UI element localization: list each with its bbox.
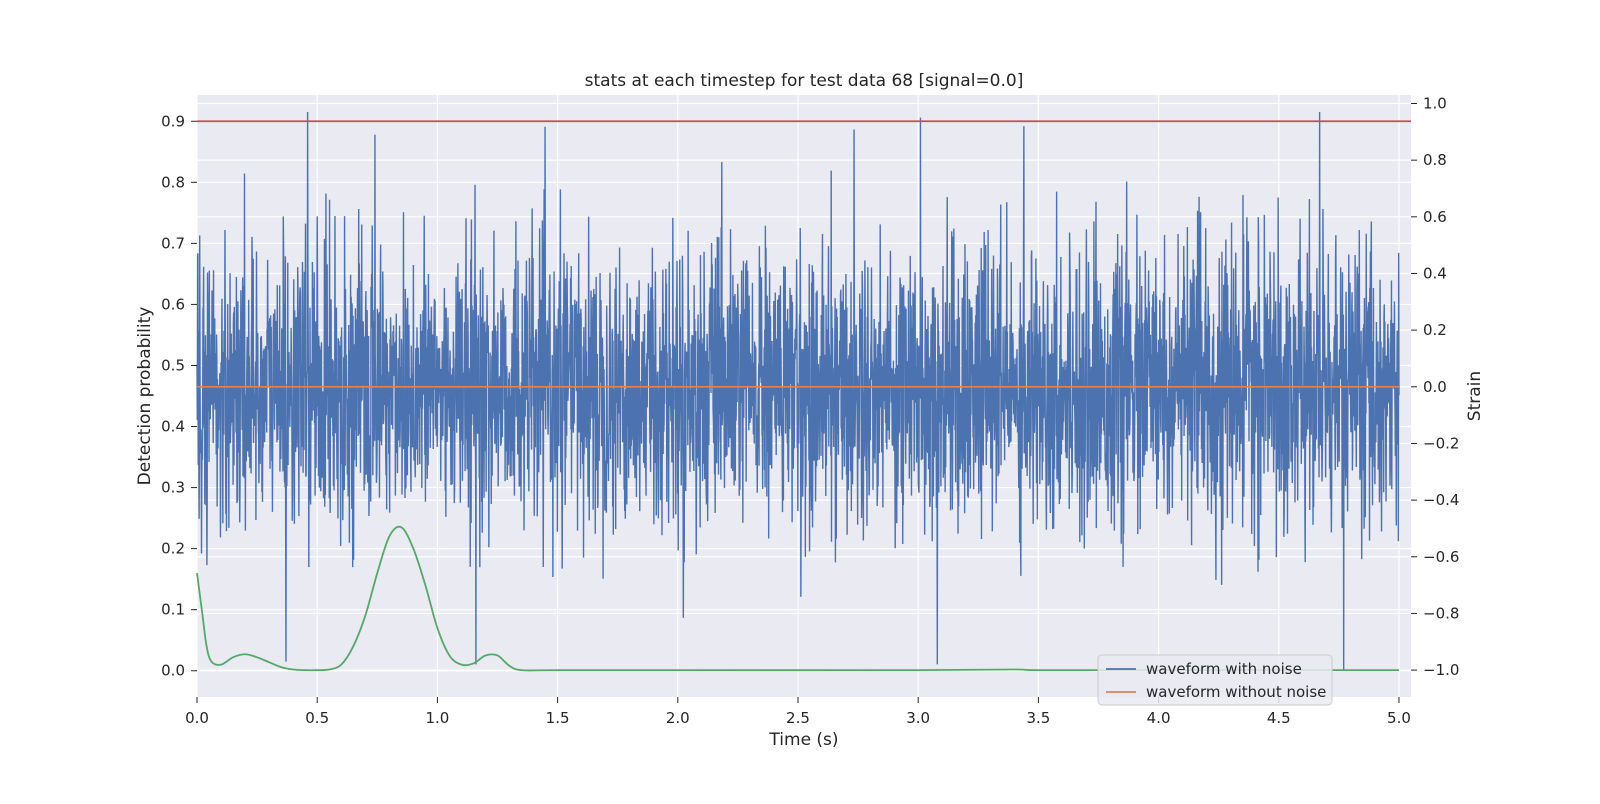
x-tick-label: 3.0 <box>906 709 930 727</box>
y-tick-label: 0.7 <box>161 234 185 252</box>
x-tick-label: 3.5 <box>1026 709 1050 727</box>
y-tick-label: 0.8 <box>161 173 185 191</box>
y2-tick-label: −0.8 <box>1423 604 1459 622</box>
y2-tick-label: −0.6 <box>1423 548 1459 566</box>
y-tick-label: 0.5 <box>161 356 185 374</box>
series-detection-probability <box>196 525 1399 672</box>
y2-tick-label: 0.0 <box>1423 378 1447 396</box>
y-tick-label: 0.4 <box>161 418 185 436</box>
y2-tick-label: −1.0 <box>1423 661 1459 679</box>
y-tick-label: 0.2 <box>161 540 185 558</box>
y2-tick-label: 0.4 <box>1423 264 1447 282</box>
y2-tick-label: 0.8 <box>1423 151 1447 169</box>
y-tick-label: 0.1 <box>161 601 185 619</box>
legend-box <box>1097 654 1333 706</box>
axes-layer: 0.0 0.5 1.0 1.5 2.0 2.5 3.0 3.5 4.0 4.5 5.0 0.0 0.1 0… <box>161 94 1459 727</box>
y2-tick-label: 0.6 <box>1423 208 1447 226</box>
x-tick-label: 2.5 <box>786 709 810 727</box>
y-axis-label: Detection probability <box>135 307 155 486</box>
legend-label-waveform-without-noise: waveform without noise <box>1146 683 1326 701</box>
y-tick-label: 0.9 <box>161 112 185 130</box>
y2-tick-label: −0.2 <box>1423 434 1459 452</box>
legend-label-waveform-with-noise: waveform with noise <box>1146 660 1302 678</box>
series-layer <box>196 111 1411 672</box>
chart-title: stats at each timestep for test data 68 … <box>585 71 1024 91</box>
legend: waveform with noise waveform without noi… <box>1097 654 1333 706</box>
y2-tick-label: 1.0 <box>1423 94 1447 112</box>
y2-axis-label: Strain <box>1465 371 1485 421</box>
x-tick-label: 5.0 <box>1387 709 1411 727</box>
y2-tick-label: −0.4 <box>1423 491 1459 509</box>
x-tick-label: 0.5 <box>305 709 329 727</box>
y-tick-label: 0.3 <box>161 479 185 497</box>
x-tick-label: 1.0 <box>425 709 449 727</box>
x-tick-label: 4.0 <box>1147 709 1171 727</box>
series-waveform-with-noise <box>196 111 1400 671</box>
x-axis-label: Time (s) <box>768 730 838 750</box>
x-tick-label: 4.5 <box>1267 709 1291 727</box>
x-tick-label: 2.0 <box>666 709 690 727</box>
x-tick-label: 1.5 <box>546 709 570 727</box>
y-tick-label: 0.6 <box>161 295 185 313</box>
y-tick-label: 0.0 <box>161 662 185 680</box>
y2-tick-label: 0.2 <box>1423 321 1447 339</box>
x-tick-label: 0.0 <box>185 709 209 727</box>
